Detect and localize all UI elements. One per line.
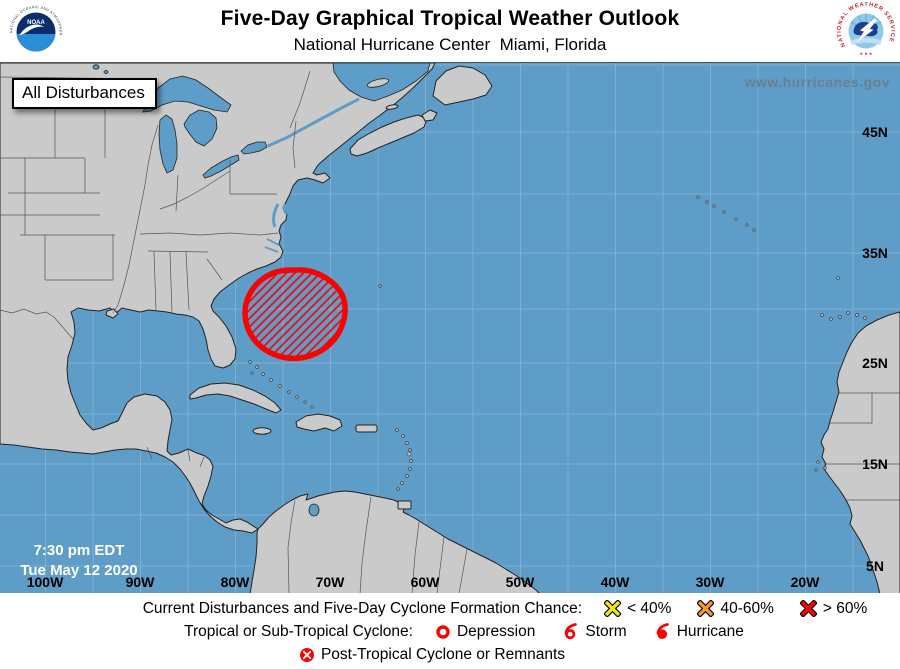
noaa-sea <box>16 34 56 52</box>
map-timestamp: 7:30 pm EDT Tue May 12 2020 <box>14 541 144 581</box>
legend-item-storm: Storm <box>561 622 627 641</box>
outlook-map: All Disturbances www.hurricanes.gov 45N … <box>0 62 900 594</box>
watermark-url: www.hurricanes.gov <box>744 74 890 90</box>
nws-stars: ★ ★ ★ <box>860 51 873 56</box>
noaa-gull-icon <box>19 24 44 35</box>
timestamp-date: Tue May 12 2020 <box>20 562 138 579</box>
lat-label-25n: 25N <box>862 355 888 371</box>
legend: Current Disturbances and Five-Day Cyclon… <box>0 593 900 669</box>
cyclone-label: Tropical or Sub-Tropical Cyclone: <box>184 622 413 640</box>
land-north-america <box>0 63 436 534</box>
nws-lightning-icon <box>857 18 877 43</box>
island-newfoundland <box>432 65 493 106</box>
lat-label-5n: 5N <box>866 558 884 574</box>
lon-label-60w: 60W <box>410 574 440 590</box>
lake-michigan <box>158 114 178 174</box>
legend-item-lt40: < 40% <box>604 600 671 618</box>
x-marker-yellow-icon <box>604 600 622 617</box>
land-south-america <box>249 490 541 594</box>
lake-ontario <box>240 141 268 155</box>
lon-label-80w: 80W <box>220 574 250 590</box>
legend-item-40-60: 40-60% <box>697 599 774 618</box>
basemap-svg <box>0 63 900 594</box>
page-title: Five-Day Graphical Tropical Weather Outl… <box>220 7 680 30</box>
disturbance-area[interactable] <box>242 267 348 362</box>
lon-label-90w: 90W <box>125 574 155 590</box>
island-cuba <box>189 382 282 414</box>
post-tropical-label: Post-Tropical Cyclone or Remnants <box>320 645 566 663</box>
post-tropical-icon <box>299 647 314 662</box>
lat-label-35n: 35N <box>862 245 888 261</box>
lake-huron <box>183 109 218 147</box>
x-marker-red-icon <box>799 600 817 617</box>
lon-label-100w: 100W <box>26 574 64 590</box>
lon-label-40w: 40W <box>600 574 630 590</box>
small-islands <box>248 195 867 491</box>
lake-winnipeg-south <box>92 64 100 70</box>
legend-item-depression: Depression <box>435 623 535 641</box>
gt60-label: > 60% <box>822 599 868 617</box>
island-nova-scotia <box>349 114 428 157</box>
island-puerto-rico <box>355 424 378 433</box>
depression-label: Depression <box>456 622 536 640</box>
noaa-wordmark: NOAA <box>27 20 45 26</box>
x-marker-orange-icon <box>697 600 715 617</box>
40-60-label: 40-60% <box>720 599 774 617</box>
island-trinidad <box>397 500 412 510</box>
mississippi-delta <box>105 308 119 319</box>
legend-row-formation: Current Disturbances and Five-Day Cyclon… <box>55 597 900 620</box>
header: Five-Day Graphical Tropical Weather Outl… <box>0 0 900 62</box>
rivers-bays <box>264 97 360 253</box>
lake-superior <box>142 75 232 113</box>
lt40-label: < 40% <box>627 599 672 617</box>
legend-row-post-tropical: Post-Tropical Cyclone or Remnants <box>0 643 882 666</box>
nws-logo[interactable]: NATIONAL WEATHER SERVICE ★ ★ ★ <box>837 2 895 65</box>
island-jamaica <box>252 427 272 435</box>
storm-label: Storm <box>585 622 627 640</box>
timestamp-time: 7:30 pm EDT <box>33 542 125 559</box>
depression-icon <box>436 624 450 639</box>
island-pei <box>385 104 399 110</box>
storm-icon <box>565 622 578 639</box>
island-cape-breton <box>421 109 438 122</box>
legend-row-cyclone: Tropical or Sub-Tropical Cyclone: Depres… <box>14 620 900 643</box>
legend-item-post-tropical: Post-Tropical Cyclone or Remnants <box>299 646 565 664</box>
page-subtitle: National Hurricane Center Miami, Florida <box>293 35 607 54</box>
lake-maracaibo <box>308 503 320 517</box>
lat-label-45n: 45N <box>862 124 888 140</box>
formation-label: Current Disturbances and Five-Day Cyclon… <box>142 599 583 617</box>
island-anticosti <box>366 78 390 88</box>
hurricane-label: Hurricane <box>676 622 744 640</box>
lon-label-50w: 50W <box>505 574 535 590</box>
all-disturbances-label[interactable]: All Disturbances <box>12 78 157 109</box>
lat-label-15n: 15N <box>862 456 888 472</box>
legend-item-hurricane: Hurricane <box>653 623 744 641</box>
nws-wave-icon <box>850 38 882 45</box>
landmasses <box>0 63 900 594</box>
lon-label-20w: 20W <box>790 574 820 590</box>
hurricane-icon <box>656 622 669 639</box>
lon-label-70w: 70W <box>315 574 345 590</box>
noaa-logo[interactable]: NATIONAL OCEANIC AND ATMOSPHERIC ADMINIS… <box>8 4 64 65</box>
island-hispaniola <box>295 413 343 432</box>
lon-label-30w: 30W <box>695 574 725 590</box>
legend-item-gt60: > 60% <box>799 599 868 618</box>
